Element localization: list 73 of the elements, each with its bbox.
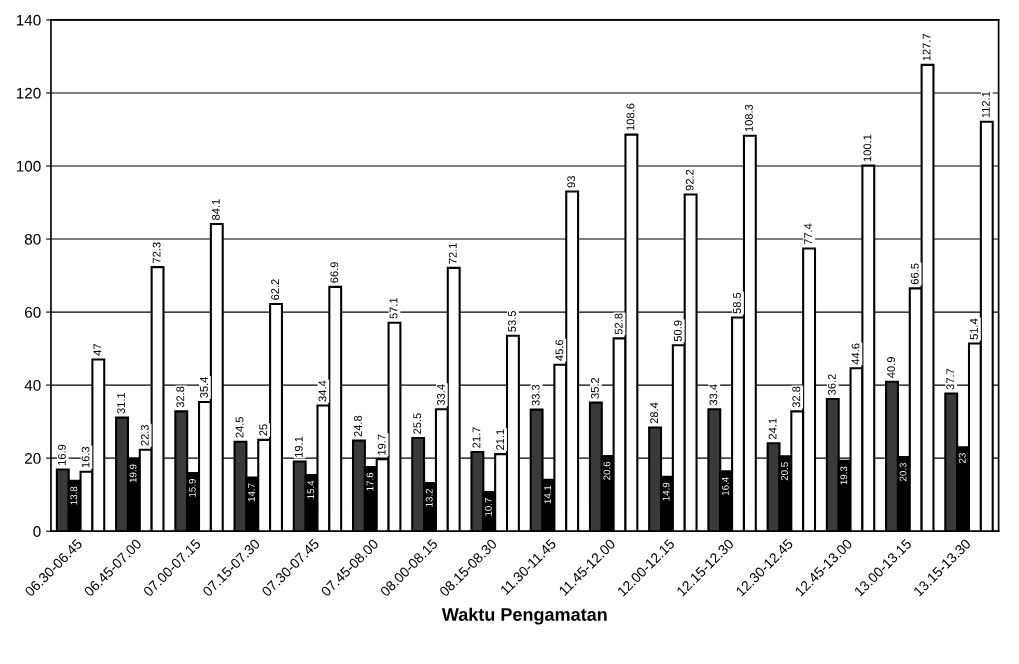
- y-tick-label: 60: [25, 306, 41, 318]
- y-tick-label: 0: [33, 526, 41, 537]
- data-label: 25.5: [413, 413, 422, 434]
- data-label: 51.4: [970, 318, 978, 340]
- data-label: 16.4: [721, 477, 729, 495]
- data-label: 14.1: [544, 485, 551, 504]
- data-label: 57.1: [389, 297, 398, 319]
- data-label: 33.4: [709, 384, 718, 406]
- data-label: 21.1: [496, 429, 504, 450]
- data-label: 40.9: [887, 357, 895, 378]
- data-label: 22.3: [140, 424, 149, 446]
- data-label: 35.2: [590, 377, 599, 399]
- data-label: 108.6: [626, 103, 635, 131]
- data-label: 84.1: [211, 199, 220, 220]
- data-label: 34.4: [318, 380, 327, 402]
- data-label: 13.2: [425, 488, 433, 507]
- data-label: 100.1: [863, 134, 872, 162]
- data-label: 13.8: [70, 486, 78, 505]
- data-label: 93: [567, 176, 576, 188]
- data-label: 14.7: [248, 483, 255, 502]
- data-label: 31.1: [117, 392, 126, 414]
- x-axis-title: Waktu Pengamatan: [441, 607, 607, 625]
- data-label: 66.9: [330, 262, 339, 283]
- data-label: 92.2: [685, 169, 694, 191]
- data-label: 52.8: [614, 313, 623, 335]
- data-label: 77.4: [804, 223, 812, 245]
- data-label: 21.7: [472, 427, 481, 448]
- data-label: 28.4: [650, 402, 659, 424]
- data-label: 32.8: [792, 386, 801, 408]
- data-label: 14.9: [662, 482, 670, 501]
- data-label: 20.5: [781, 462, 788, 481]
- data-label: 10.7: [484, 498, 492, 516]
- y-tick-label: 120: [16, 87, 41, 99]
- data-label: 45.6: [555, 339, 564, 361]
- data-label: 112.1: [981, 91, 990, 118]
- data-label: 127.7: [922, 33, 931, 61]
- y-tick-label: 80: [24, 233, 41, 245]
- data-label: 19.3: [840, 466, 848, 485]
- data-label: 19.9: [129, 464, 137, 483]
- data-label: 17.6: [366, 472, 374, 491]
- data-label: 53.5: [508, 311, 516, 332]
- data-label: 24.8: [354, 415, 362, 437]
- data-label: 33.4: [436, 384, 445, 406]
- data-label: 20.6: [603, 461, 611, 480]
- data-label: 108.3: [744, 104, 753, 132]
- data-label: 50.9: [673, 320, 682, 342]
- data-label: 37.7: [946, 368, 955, 390]
- data-label: 23: [958, 453, 966, 464]
- data-label: 58.5: [733, 292, 741, 314]
- data-label: 16.9: [57, 444, 66, 465]
- y-tick-label: 140: [16, 14, 41, 26]
- data-label: 72.1: [448, 243, 457, 264]
- data-label: 33.3: [531, 384, 540, 406]
- data-label: 24.5: [235, 416, 244, 438]
- data-label: 19.7: [377, 434, 386, 455]
- data-label: 15.9: [188, 479, 196, 497]
- y-tick-label: 100: [16, 160, 41, 172]
- y-tick-label: 40: [24, 379, 41, 391]
- data-label: 20.3: [899, 462, 907, 481]
- data-label: 16.3: [81, 446, 90, 468]
- data-label: 36.2: [827, 374, 836, 395]
- data-label: 47: [93, 344, 102, 356]
- data-label: 35.4: [200, 376, 208, 398]
- data-label: 32.8: [176, 386, 185, 408]
- data-label: 66.5: [910, 263, 919, 285]
- data-label: 15.4: [307, 480, 315, 499]
- y-tick-label: 20: [25, 453, 41, 464]
- data-label: 44.6: [851, 343, 860, 365]
- data-label: 19.1: [294, 436, 303, 457]
- data-label: 72.3: [152, 242, 161, 263]
- data-label: 62.2: [271, 279, 279, 300]
- data-label: 25: [259, 424, 268, 436]
- data-label: 24.1: [768, 418, 777, 439]
